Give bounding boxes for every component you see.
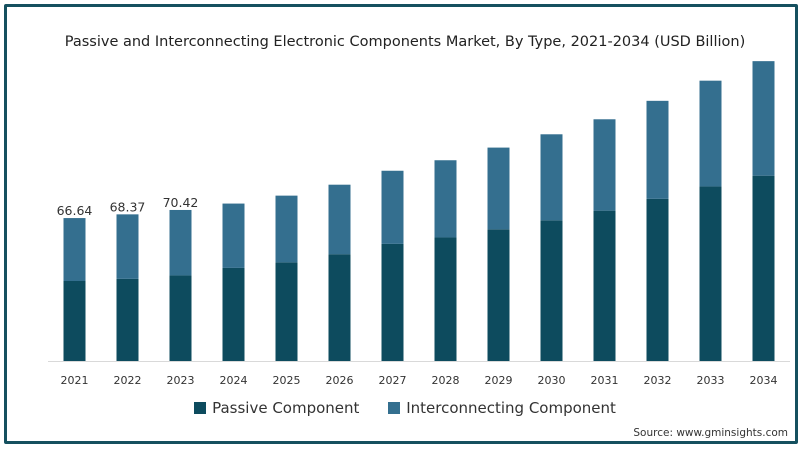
bar-passive-2032 (646, 198, 669, 361)
bar-interconnecting-2031 (593, 119, 616, 211)
bar-passive-2024 (222, 267, 245, 361)
data-label-2022: 68.37 (110, 199, 146, 214)
bar-passive-2023 (169, 275, 192, 361)
chart-title: Passive and Interconnecting Electronic C… (64, 34, 746, 50)
bar-passive-2029 (487, 229, 510, 361)
bar-interconnecting-2027 (381, 170, 404, 244)
bar-interconnecting-2025 (275, 195, 298, 263)
x-tick-label-2021: 2021 (61, 374, 89, 387)
legend-swatch-interconnecting (388, 402, 401, 414)
legend-item-passive: Passive Component (194, 399, 359, 417)
bar-interconnecting-2028 (434, 160, 457, 238)
x-tick-label-2034: 2034 (750, 374, 778, 387)
bar-interconnecting-2023 (169, 209, 192, 276)
x-tick-label-2023: 2023 (167, 374, 195, 387)
x-tick-label-2033: 2033 (697, 374, 725, 387)
bar-interconnecting-2030 (540, 134, 563, 221)
bar-interconnecting-2032 (646, 100, 669, 199)
bar-interconnecting-2029 (487, 147, 510, 230)
data-label-2021: 66.64 (57, 203, 93, 218)
bar-passive-2033 (699, 186, 722, 361)
x-tick-label-2032: 2032 (644, 374, 672, 387)
bar-interconnecting-2022 (116, 214, 139, 279)
legend: Passive Component Interconnecting Compon… (0, 399, 810, 418)
legend-label-passive: Passive Component (212, 399, 360, 417)
x-tick-label-2027: 2027 (379, 374, 407, 387)
bar-interconnecting-2034 (752, 61, 775, 176)
bar-passive-2022 (116, 278, 139, 361)
bar-passive-2031 (593, 210, 616, 361)
x-tick-label-2025: 2025 (273, 374, 301, 387)
bar-interconnecting-2033 (699, 80, 722, 187)
x-tick-label-2031: 2031 (591, 374, 619, 387)
bar-passive-2028 (434, 237, 457, 361)
legend-swatch-passive (194, 402, 207, 414)
x-tick-label-2026: 2026 (326, 374, 354, 387)
legend-item-interconnecting: Interconnecting Component (388, 399, 616, 417)
bar-passive-2030 (540, 220, 563, 361)
bar-interconnecting-2021 (63, 218, 86, 281)
bar-interconnecting-2024 (222, 203, 245, 268)
bar-passive-2021 (63, 280, 86, 361)
source-note: Source: www.gminsights.com (633, 427, 788, 439)
bar-interconnecting-2026 (328, 184, 351, 255)
data-label-2023: 70.42 (163, 195, 199, 210)
bar-passive-2034 (752, 175, 775, 361)
bar-passive-2025 (275, 262, 298, 361)
x-tick-label-2030: 2030 (538, 374, 566, 387)
x-tick-label-2029: 2029 (485, 374, 513, 387)
legend-label-interconnecting: Interconnecting Component (406, 399, 616, 417)
x-tick-label-2024: 2024 (220, 374, 248, 387)
bar-passive-2027 (381, 243, 404, 361)
bar-passive-2026 (328, 254, 351, 361)
x-tick-label-2022: 2022 (114, 374, 142, 387)
x-tick-label-2028: 2028 (432, 374, 460, 387)
